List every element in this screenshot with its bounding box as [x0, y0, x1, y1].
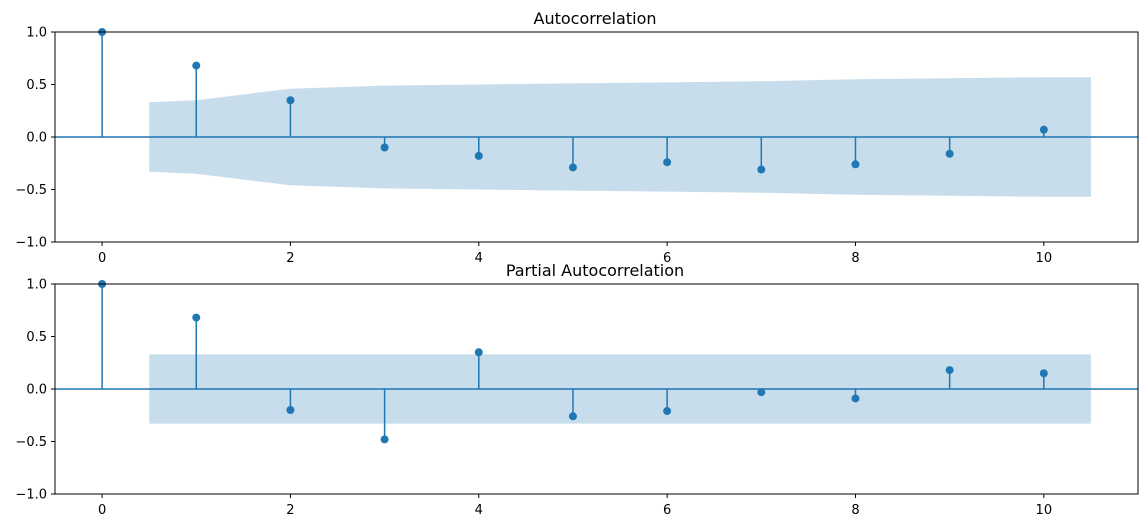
y-tick-label: −0.5 [15, 435, 47, 450]
y-tick-label: −0.5 [15, 183, 47, 198]
x-tick-label: 6 [663, 503, 671, 518]
stem-marker [568, 163, 577, 172]
stem-marker [286, 96, 295, 105]
chart-title: Autocorrelation [534, 9, 657, 28]
x-tick-label: 0 [98, 251, 106, 266]
x-tick-label: 6 [663, 251, 671, 266]
x-tick-label: 10 [1036, 251, 1053, 266]
partial-autocorrelation-panel: 0 2 4 6 8 10 −1.0 −0.5 0.0 0.5 1.0 Partial Autocorr… [15, 261, 1139, 518]
stem-marker [945, 149, 954, 158]
y-tick-label: 0.5 [26, 330, 47, 345]
x-tick-label: 10 [1036, 503, 1053, 518]
x-tick-label: 8 [851, 251, 859, 266]
x-tick-label: 2 [286, 251, 294, 266]
y-tick-label: −1.0 [15, 236, 47, 251]
stem-marker [663, 158, 672, 167]
stem-marker [757, 165, 766, 174]
y-tick-label: 0.0 [26, 383, 47, 398]
stem-marker [474, 348, 483, 357]
y-tick-label: 0.5 [26, 78, 47, 93]
stem-marker [945, 366, 954, 375]
y-tick-label: 1.0 [26, 26, 47, 41]
x-tick-label: 0 [98, 503, 106, 518]
x-tick-label: 4 [475, 503, 483, 518]
stem-marker [286, 406, 295, 414]
x-tick-label: 4 [475, 251, 483, 266]
stem-marker [474, 151, 483, 160]
stem-marker [851, 394, 860, 403]
stem-marker [1039, 369, 1048, 378]
y-tick-label: 0.0 [26, 131, 47, 146]
stem-marker [192, 61, 201, 70]
stem-marker [380, 143, 389, 152]
y-tick-label: 1.0 [26, 278, 47, 293]
stem-marker [192, 313, 201, 322]
stem-marker [757, 388, 766, 397]
x-tick-label: 8 [851, 503, 859, 518]
chart-title: Partial Autocorrelation [506, 261, 684, 280]
stem-marker [851, 160, 860, 169]
stem-marker [380, 435, 389, 444]
stem-marker [1039, 125, 1048, 134]
stem-marker [663, 407, 672, 416]
x-tick-label: 2 [286, 503, 294, 518]
stem-marker [568, 412, 577, 421]
y-tick-label: −1.0 [15, 488, 47, 503]
autocorrelation-panel: 0 2 4 6 8 10 −1.0 −0.5 0.0 0.5 1.0 Autocorrelation [15, 9, 1139, 266]
